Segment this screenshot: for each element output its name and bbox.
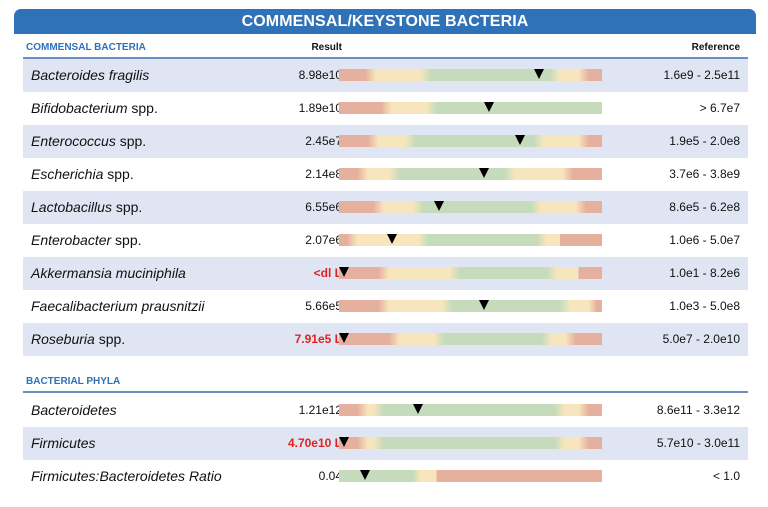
organism-genus: Escherichia [31, 166, 104, 182]
result-value: 6.55e6 [305, 200, 342, 214]
organism-suffix: spp. [111, 199, 143, 215]
reference-range: 1.0e3 - 5.0e8 [669, 299, 740, 313]
organism-name: Bifidobacterium spp. [31, 92, 158, 125]
reference-range: 8.6e11 - 3.3e12 [656, 403, 740, 417]
table-row: Akkermansia muciniphila <dl L 1.0e1 - 8.2e… [23, 257, 748, 290]
organism-name: Enterococcus spp. [31, 125, 146, 158]
result-marker-icon [412, 404, 423, 414]
result-value: 4.70e10 L [287, 436, 342, 450]
result-value: 1.21e12 [298, 403, 342, 417]
table-row: Faecalibacterium prausnitzii 5.66e5 1.0e3 … [23, 290, 748, 323]
organism-name: Lactobacillus spp. [31, 191, 142, 224]
result-value: <dl L [313, 266, 342, 280]
reference-range: > 6.7e7 [699, 101, 740, 115]
organism-suffix: spp. [94, 331, 126, 347]
table-row: Bacteroides fragilis 8.98e10 1.6e9 - 2.5e1… [23, 59, 748, 92]
organism-genus: Lactobacillus [31, 199, 112, 215]
table-row: Bacteroidetes 1.21e12 8.6e11 - 3.3e12 [23, 394, 748, 427]
range-bar [339, 234, 602, 246]
result-marker-icon [339, 333, 350, 343]
result-value: 1.89e10 [298, 101, 342, 115]
organism-name: Enterobacter spp. [31, 224, 142, 257]
range-bar [339, 168, 602, 180]
reference-range: 5.0e7 - 2.0e10 [662, 332, 740, 346]
organism-genus: Enterococcus [31, 133, 116, 149]
table-row: Bifidobacterium spp. 1.89e10 > 6.7e7 [23, 92, 748, 125]
organism-genus: Bacteroides fragilis [31, 67, 150, 83]
organism-genus: Enterobacter [31, 232, 112, 248]
range-bar [339, 470, 602, 482]
table-row: Enterobacter spp. 2.07e6 1.0e6 - 5.0e7 [23, 224, 748, 257]
section-header-phyla: BACTERIAL PHYLA [23, 375, 748, 393]
range-bar [339, 437, 602, 449]
table-row: Escherichia spp. 2.14e8 3.7e6 - 3.8e9 [23, 158, 748, 191]
organism-genus: Firmicutes [31, 435, 96, 451]
result-marker-icon [533, 69, 544, 79]
result-marker-icon [483, 102, 494, 112]
organism-name: Bacteroidetes [31, 394, 117, 427]
range-bar [339, 267, 602, 279]
result-value: 7.91e5 L [294, 332, 342, 346]
range-bar [339, 102, 602, 114]
reference-range: 5.7e10 - 3.0e11 [656, 436, 740, 450]
result-value: 2.14e8 [305, 167, 342, 181]
range-bar [339, 69, 602, 81]
organism-name: Akkermansia muciniphila [31, 257, 186, 290]
organism-name: Firmicutes [31, 427, 96, 460]
section-header-commensal: COMMENSAL BACTERIA Result Reference [23, 41, 748, 59]
range-bar [339, 404, 602, 416]
result-marker-icon [339, 267, 350, 277]
organism-genus: Bacteroidetes [31, 402, 117, 418]
organism-genus: Faecalibacterium prausnitzii [31, 298, 205, 314]
reference-range: 1.9e5 - 2.0e8 [669, 134, 740, 148]
column-header-result: Result [311, 42, 342, 53]
organism-suffix: spp. [115, 133, 147, 149]
reference-range: < 1.0 [712, 469, 740, 483]
organism-name: Roseburia spp. [31, 323, 125, 356]
organism-name: Escherichia spp. [31, 158, 134, 191]
table-row: Enterococcus spp. 2.45e7 1.9e5 - 2.0e8 [23, 125, 748, 158]
table-row: Roseburia spp. 7.91e5 L 5.0e7 - 2.0e10 [23, 323, 748, 356]
section-title: COMMENSAL BACTERIA [26, 42, 146, 53]
range-bar [339, 135, 602, 147]
reference-range: 1.0e1 - 8.2e6 [669, 266, 740, 280]
result-marker-icon [515, 135, 526, 145]
result-value: 8.98e10 [298, 68, 342, 82]
organism-name: Bacteroides fragilis [31, 59, 149, 92]
organism-genus: Roseburia [31, 331, 95, 347]
table-row: Lactobacillus spp. 6.55e6 8.6e5 - 6.2e8 [23, 191, 748, 224]
result-marker-icon [478, 300, 489, 310]
organism-suffix: spp. [103, 166, 134, 182]
range-bar [339, 333, 602, 345]
range-bar [339, 201, 602, 213]
organism-name: Faecalibacterium prausnitzii [31, 290, 205, 323]
table-row: Firmicutes 4.70e10 L 5.7e10 - 3.0e11 [23, 427, 748, 460]
report-header: COMMENSAL/KEYSTONE BACTERIA [14, 9, 756, 34]
result-value: 0.04 [318, 469, 342, 483]
result-value: 2.45e7 [305, 134, 342, 148]
organism-suffix: spp. [111, 232, 142, 248]
organism-genus: Bifidobacterium [31, 100, 128, 116]
range-bar [339, 300, 602, 312]
table-row: Firmicutes:Bacteroidetes Ratio 0.04 < 1.0 [23, 460, 748, 493]
result-value: 2.07e6 [305, 233, 342, 247]
reference-range: 1.0e6 - 5.0e7 [669, 233, 740, 247]
organism-suffix: spp. [127, 100, 158, 116]
result-marker-icon [339, 437, 350, 447]
organism-name: Firmicutes:Bacteroidetes Ratio [31, 460, 222, 493]
result-marker-icon [386, 234, 397, 244]
column-header-reference: Reference [691, 42, 740, 53]
result-value: 5.66e5 [305, 299, 342, 313]
reference-range: 3.7e6 - 3.8e9 [669, 167, 740, 181]
result-marker-icon [360, 470, 371, 480]
result-marker-icon [478, 168, 489, 178]
reference-range: 1.6e9 - 2.5e11 [663, 68, 740, 82]
result-marker-icon [433, 201, 444, 211]
organism-genus: Firmicutes:Bacteroidetes Ratio [31, 468, 222, 484]
reference-range: 8.6e5 - 6.2e8 [669, 200, 740, 214]
section-title: BACTERIAL PHYLA [26, 376, 121, 387]
organism-genus: Akkermansia muciniphila [31, 265, 186, 281]
